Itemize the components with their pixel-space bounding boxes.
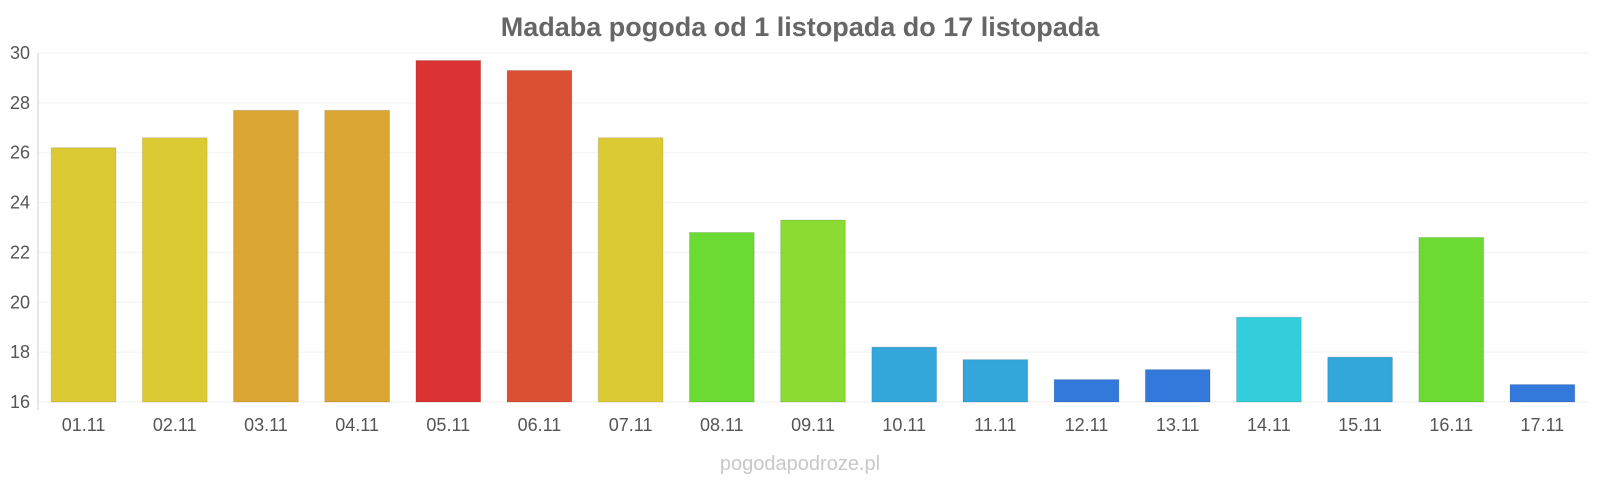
bar-10.11 <box>871 346 938 403</box>
x-tick-label: 01.11 <box>62 415 106 435</box>
bar-16.11 <box>1418 236 1485 403</box>
x-tick-label: 14.11 <box>1247 415 1291 435</box>
x-tick-label: 08.11 <box>700 415 744 435</box>
y-tick-labels: 16 18 20 22 24 26 28 30 <box>10 43 30 412</box>
y-tick-label: 24 <box>10 193 30 213</box>
bar-05.11 <box>415 59 482 403</box>
watermark: pogodapodroze.pl <box>720 453 880 475</box>
bar-15.11 <box>1327 356 1393 403</box>
bar-14.11 <box>1236 316 1302 403</box>
bars <box>50 59 1576 403</box>
y-tick-label: 22 <box>10 242 30 262</box>
x-tick-label: 13.11 <box>1156 415 1200 435</box>
x-tick-label: 05.11 <box>426 415 470 435</box>
bar-08.11 <box>688 231 755 403</box>
x-tick-label: 12.11 <box>1065 415 1109 435</box>
x-tick-label: 16.11 <box>1429 415 1473 435</box>
x-tick-label: 17.11 <box>1521 415 1565 435</box>
x-tick-label: 02.11 <box>153 415 197 435</box>
x-tick-label: 04.11 <box>335 415 379 435</box>
bar-09.11 <box>780 219 846 403</box>
bar-12.11 <box>1053 379 1120 403</box>
x-tick-label: 10.11 <box>882 415 926 435</box>
bar-07.11 <box>597 137 664 403</box>
x-tick-label: 07.11 <box>609 415 653 435</box>
y-tick-label: 26 <box>10 143 30 163</box>
x-tick-labels: 01.11 02.11 03.11 04.11 05.11 06.11 07.11 08.11… <box>62 415 1565 435</box>
bar-04.11 <box>324 109 390 403</box>
bar-11.11 <box>962 359 1029 403</box>
bar-17.11 <box>1509 384 1576 403</box>
x-tick-label: 03.11 <box>244 415 288 435</box>
x-tick-label: 09.11 <box>791 415 835 435</box>
chart-title: Madaba pogoda od 1 listopada do 17 listo… <box>501 12 1101 42</box>
y-tick-label: 28 <box>10 93 30 113</box>
x-tick-label: 06.11 <box>518 415 562 435</box>
bar-02.11 <box>141 137 208 403</box>
y-tick-label: 18 <box>10 342 30 362</box>
x-tick-label: 15.11 <box>1338 415 1382 435</box>
bar-03.11 <box>233 109 299 403</box>
bar-06.11 <box>506 69 573 403</box>
bar-13.11 <box>1144 369 1211 403</box>
y-tick-label: 20 <box>10 292 30 312</box>
bar-01.11 <box>50 147 117 403</box>
y-tick-label: 16 <box>10 392 30 412</box>
y-tick-label: 30 <box>10 43 30 63</box>
x-tick-label: 11.11 <box>974 415 1016 435</box>
